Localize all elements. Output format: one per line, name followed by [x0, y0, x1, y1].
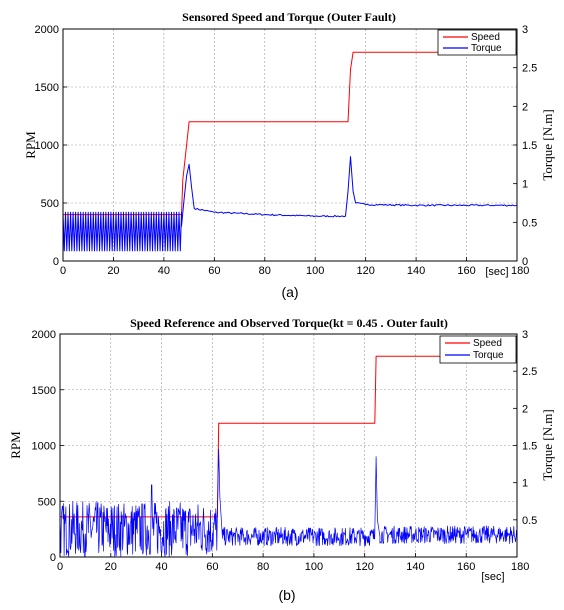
x-tick-label: 60	[206, 561, 218, 573]
series-line-torque	[59, 448, 517, 558]
x-tick-label: 0	[60, 265, 66, 277]
x-axis-ticks: 0 20 40 60 80 100 120 140 160 180	[60, 257, 529, 277]
x-tick-label: 20	[107, 265, 119, 277]
legend-label-torque: Torque	[471, 43, 502, 54]
series-line-speed	[63, 51, 517, 216]
subfigure-label: (b)	[278, 587, 295, 603]
x-tick-label: 140	[407, 265, 425, 277]
y-left-tick-label: 1500	[35, 82, 59, 94]
subfigure-label: (a)	[281, 284, 298, 300]
y-right-tick-label: 2	[522, 403, 528, 415]
legend-box	[437, 29, 517, 56]
y-left-tick-label: 0	[53, 256, 59, 268]
x-tick-label: 140	[406, 561, 424, 573]
y-right-axis-label: Torque [N.m]	[540, 109, 555, 180]
series-lines	[59, 355, 517, 558]
series-lines	[62, 51, 518, 252]
x-axis-ticks: 0 20 40 60 80 100 120 140 160 180	[57, 553, 529, 573]
y-right-tick-label: 2	[522, 101, 528, 113]
y-left-tick-label: 2000	[35, 24, 59, 36]
y-left-axis-label: RPM	[8, 431, 23, 459]
x-tick-label: 20	[105, 561, 117, 573]
legend: Speed Torque	[439, 335, 517, 364]
x-axis-unit: [sec]	[481, 571, 504, 583]
legend-label-speed: Speed	[471, 32, 500, 43]
chart-panel-a: Sensored Speed and Torque (Outer Fault) …	[23, 10, 555, 300]
y-left-tick-label: 2000	[32, 329, 56, 341]
x-tick-label: 160	[457, 561, 475, 573]
x-tick-label: 80	[257, 561, 269, 573]
x-tick-label: 180	[511, 265, 529, 277]
y-left-axis-ticks: 0 500 1000 1500 2000	[32, 329, 64, 564]
y-left-axis-ticks: 0 500 1000 1500 2000	[35, 24, 67, 268]
y-right-axis-label: Torque [N.m]	[540, 409, 555, 480]
y-right-tick-label: 1.5	[522, 441, 537, 453]
x-tick-label: 60	[208, 265, 220, 277]
y-right-tick-label: 0.5	[522, 217, 537, 229]
x-axis-unit: [sec]	[485, 266, 508, 278]
grid	[60, 334, 517, 557]
chart-title: Sensored Speed and Torque (Outer Fault)	[182, 10, 396, 24]
chart-title: Speed Reference and Observed Torque(kt =…	[130, 316, 448, 330]
legend: Speed Torque	[437, 29, 517, 56]
y-left-tick-label: 1000	[35, 140, 59, 152]
y-right-tick-label: 3	[522, 24, 528, 36]
x-tick-label: 100	[305, 561, 323, 573]
y-right-tick-label: 2.5	[522, 366, 537, 378]
y-left-axis-label: RPM	[23, 131, 38, 159]
x-tick-label: 100	[306, 265, 324, 277]
y-left-tick-label: 0	[50, 552, 56, 564]
series-line-torque	[62, 156, 518, 252]
y-left-tick-label: 1500	[32, 385, 56, 397]
y-left-tick-label: 500	[41, 198, 59, 210]
y-right-tick-label: 3	[522, 329, 528, 341]
y-right-tick-label: 0	[522, 256, 528, 268]
x-tick-label: 160	[457, 265, 475, 277]
x-tick-label: 40	[155, 561, 167, 573]
x-tick-label: 120	[356, 265, 374, 277]
y-right-tick-label: 2.5	[522, 63, 537, 75]
x-tick-label: 0	[57, 561, 63, 573]
y-left-tick-label: 1000	[32, 441, 56, 453]
y-right-axis-ticks: 0.5 1 1.5 2 2.5 3	[513, 329, 537, 527]
y-right-axis-ticks: 0 0.5 1 1.5 2 2.5 3	[513, 24, 537, 268]
legend-box	[439, 335, 517, 364]
y-right-tick-label: 0.5	[522, 515, 537, 527]
y-right-tick-label: 1	[522, 179, 528, 191]
x-tick-label: 80	[259, 265, 271, 277]
legend-label-speed: Speed	[473, 338, 502, 349]
y-left-tick-label: 500	[38, 496, 56, 508]
x-tick-label: 180	[511, 561, 529, 573]
x-tick-label: 120	[355, 561, 373, 573]
x-tick-label: 40	[158, 265, 170, 277]
legend-label-torque: Torque	[473, 350, 504, 361]
y-right-tick-label: 1.5	[522, 140, 537, 152]
series-line-speed	[60, 355, 517, 518]
y-right-tick-label: 1	[522, 478, 528, 490]
chart-panel-b: Speed Reference and Observed Torque(kt =…	[8, 316, 555, 603]
